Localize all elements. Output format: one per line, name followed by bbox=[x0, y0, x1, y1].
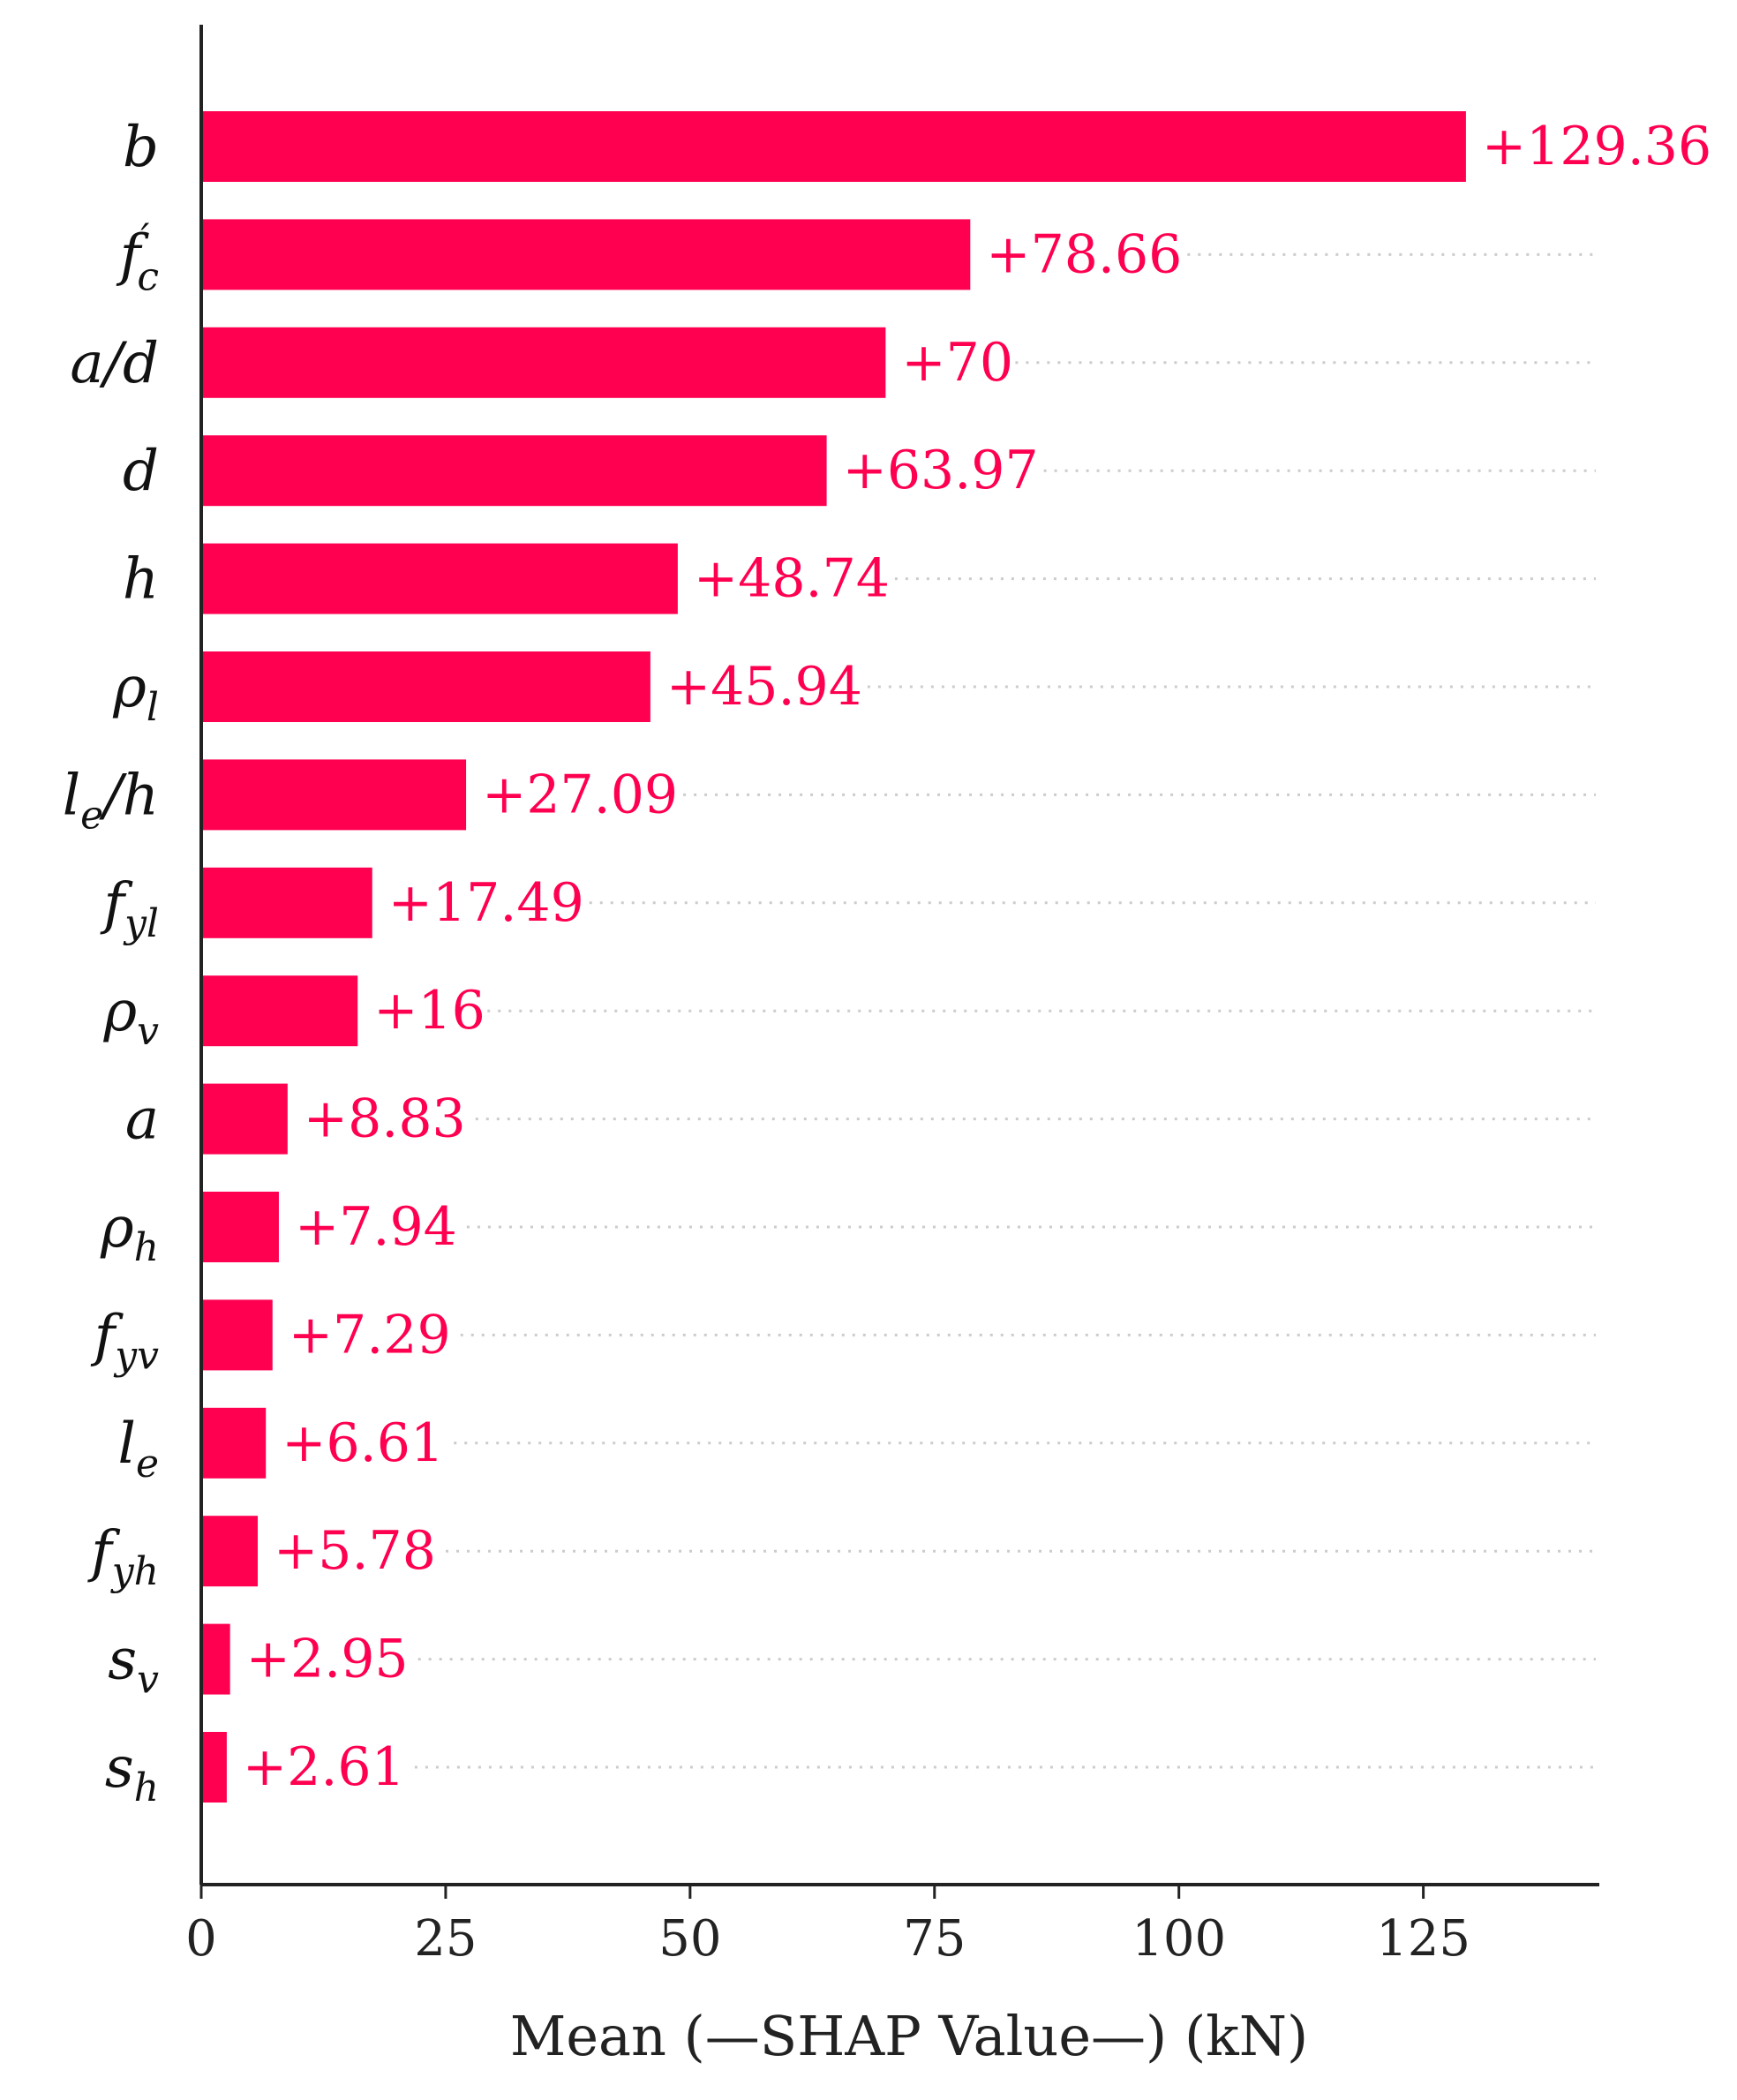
value-label-fyv: +7.29 bbox=[289, 1304, 451, 1366]
category-label-rho_v: ρv bbox=[103, 979, 160, 1054]
value-label-a: +8.83 bbox=[304, 1088, 466, 1150]
category-label-le: le bbox=[117, 1411, 159, 1487]
bar-rho_h bbox=[201, 1192, 279, 1262]
x-tick-label-50: 50 bbox=[658, 1910, 721, 1968]
value-label-sv: +2.95 bbox=[246, 1629, 409, 1690]
value-label-d: +63.97 bbox=[843, 440, 1039, 501]
category-label-sh: sh bbox=[105, 1735, 159, 1810]
value-label-h: +48.74 bbox=[694, 548, 890, 610]
category-label-le_h: le/h bbox=[63, 763, 159, 838]
value-label-fyl: +17.49 bbox=[388, 872, 584, 934]
value-label-fc: +78.66 bbox=[986, 223, 1182, 285]
category-label-sv: sv bbox=[108, 1628, 159, 1703]
guide-lines bbox=[414, 252, 1596, 1769]
category-label-fc: f′ c bbox=[117, 215, 159, 299]
bar-sh bbox=[201, 1732, 227, 1803]
value-label-sh: +2.61 bbox=[243, 1736, 405, 1798]
bar-a bbox=[201, 1083, 288, 1155]
bar-fyh bbox=[201, 1516, 259, 1587]
value-label-rho_h: +7.94 bbox=[295, 1196, 457, 1258]
bars bbox=[201, 111, 1466, 1803]
category-label-fyl: fyl bbox=[100, 871, 159, 946]
category-label-fyh: fyh bbox=[87, 1519, 159, 1594]
category-label-a: a bbox=[125, 1088, 159, 1153]
value-label-le_h: +27.09 bbox=[482, 764, 678, 825]
bar-a_d bbox=[201, 327, 886, 398]
bar-rho_l bbox=[201, 651, 650, 722]
value-label-rho_v: +16 bbox=[373, 980, 485, 1042]
x-tick-label-100: 100 bbox=[1132, 1910, 1226, 1968]
bar-fyv bbox=[201, 1299, 273, 1371]
bar-d bbox=[201, 435, 827, 507]
bar-fyl bbox=[201, 867, 372, 938]
x-tick-label-75: 75 bbox=[903, 1910, 966, 1968]
value-label-le: +6.61 bbox=[282, 1412, 444, 1474]
value-label-fyh: +5.78 bbox=[274, 1520, 436, 1582]
category-label-a_d: a/d bbox=[70, 331, 159, 396]
x-ticks: 0 25 50 75 100 125 bbox=[185, 1885, 1470, 1968]
category-label-fyv: fyv bbox=[91, 1303, 160, 1378]
category-label-d: d bbox=[123, 439, 159, 504]
value-label-a_d: +70 bbox=[901, 332, 1013, 394]
category-label-h: h bbox=[123, 547, 159, 613]
bar-fc bbox=[201, 219, 971, 290]
bar-b bbox=[201, 111, 1466, 182]
bar-h bbox=[201, 543, 678, 614]
x-tick-label-125: 125 bbox=[1376, 1910, 1470, 1968]
category-label-rho_h: ρh bbox=[100, 1195, 159, 1270]
category-label-b: b bbox=[123, 115, 159, 180]
x-axis-title: Mean (—SHAP Value—) (kN) bbox=[510, 2004, 1308, 2068]
value-label-b: +129.36 bbox=[1482, 116, 1711, 177]
x-tick-label-25: 25 bbox=[414, 1910, 477, 1968]
bar-le_h bbox=[201, 759, 467, 831]
value-label-rho_l: +45.94 bbox=[666, 656, 862, 718]
x-tick-label-0: 0 bbox=[185, 1910, 217, 1968]
category-label-rho_l: ρl bbox=[112, 655, 159, 730]
bar-le bbox=[201, 1407, 267, 1479]
bar-rho_v bbox=[201, 975, 358, 1047]
value-labels: +129.36 +78.66 +70 +63.97 +48.74 +45.94 +27.09… bbox=[243, 116, 1711, 1798]
category-labels: b f′ c a/d dh ρl le/h fyl ρv a ρh fyv le fyh sv sh bbox=[63, 115, 159, 1810]
bar-sv bbox=[201, 1623, 230, 1695]
